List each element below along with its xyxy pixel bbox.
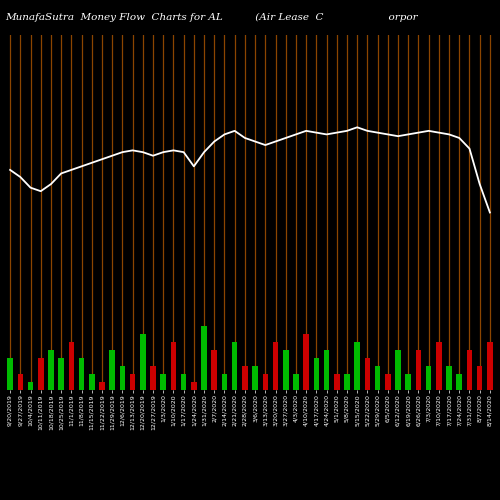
Bar bbox=[181, 374, 186, 390]
Bar bbox=[272, 342, 278, 390]
Bar bbox=[406, 374, 411, 390]
Bar bbox=[354, 342, 360, 390]
Bar bbox=[446, 366, 452, 390]
Bar bbox=[426, 366, 432, 390]
Bar bbox=[58, 358, 64, 390]
Bar bbox=[99, 382, 105, 390]
Text: MunafaSutra  Money Flow  Charts for AL          (Air Lease  C                   : MunafaSutra Money Flow Charts for AL (Ai… bbox=[5, 12, 418, 22]
Bar bbox=[487, 342, 492, 390]
Bar bbox=[130, 374, 136, 390]
Bar bbox=[314, 358, 319, 390]
Bar bbox=[304, 334, 309, 390]
Bar bbox=[242, 366, 248, 390]
Bar bbox=[68, 342, 74, 390]
Bar bbox=[283, 350, 288, 390]
Bar bbox=[232, 342, 237, 390]
Bar bbox=[375, 366, 380, 390]
Bar bbox=[252, 366, 258, 390]
Bar bbox=[344, 374, 350, 390]
Bar bbox=[385, 374, 390, 390]
Bar bbox=[436, 342, 442, 390]
Bar bbox=[222, 374, 228, 390]
Bar bbox=[28, 382, 34, 390]
Bar bbox=[8, 358, 13, 390]
Bar bbox=[456, 374, 462, 390]
Bar bbox=[160, 374, 166, 390]
Bar bbox=[110, 350, 115, 390]
Bar bbox=[293, 374, 298, 390]
Bar bbox=[79, 358, 84, 390]
Bar bbox=[18, 374, 23, 390]
Bar bbox=[477, 366, 482, 390]
Bar bbox=[140, 334, 145, 390]
Bar bbox=[38, 358, 44, 390]
Bar bbox=[170, 342, 176, 390]
Bar bbox=[89, 374, 94, 390]
Bar bbox=[48, 350, 54, 390]
Bar bbox=[202, 326, 207, 390]
Bar bbox=[466, 350, 472, 390]
Bar bbox=[212, 350, 217, 390]
Bar bbox=[364, 358, 370, 390]
Bar bbox=[395, 350, 401, 390]
Bar bbox=[324, 350, 330, 390]
Bar bbox=[416, 350, 421, 390]
Bar bbox=[262, 374, 268, 390]
Bar bbox=[120, 366, 125, 390]
Bar bbox=[150, 366, 156, 390]
Bar bbox=[191, 382, 196, 390]
Bar bbox=[334, 374, 340, 390]
